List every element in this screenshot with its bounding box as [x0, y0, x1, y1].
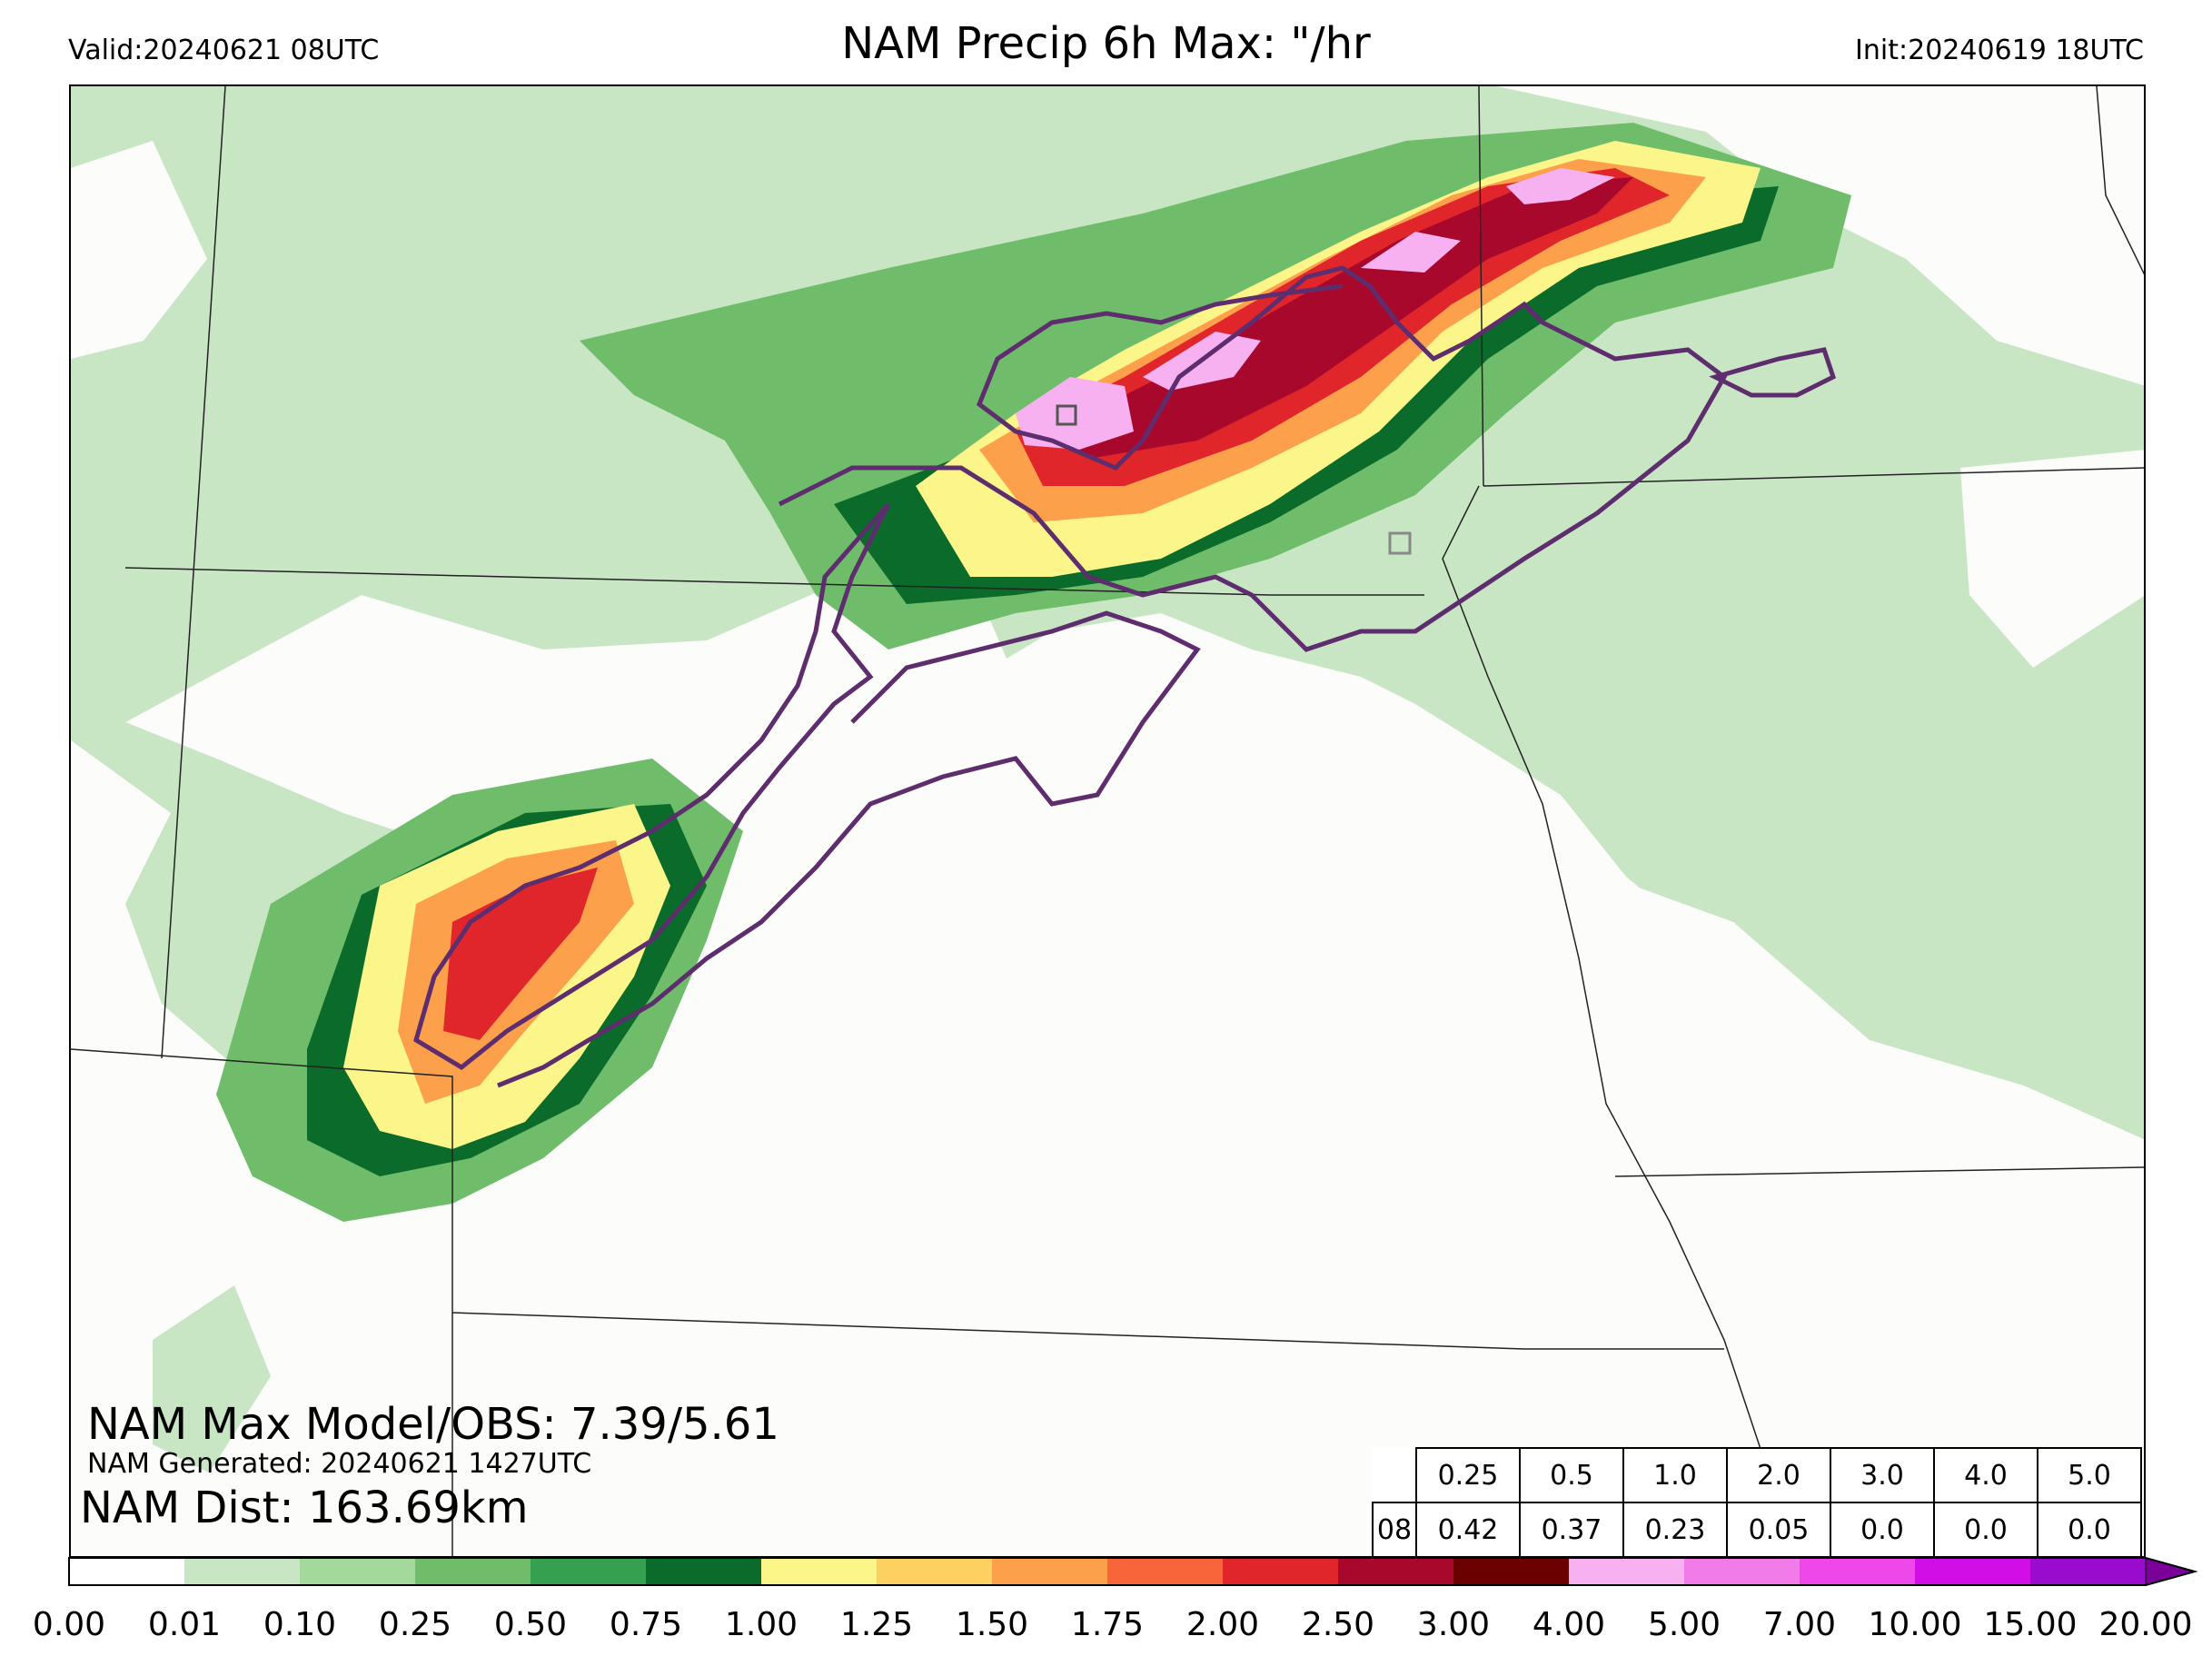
value-cell: 0.42: [1415, 1502, 1521, 1558]
value-cell: 0.05: [1726, 1502, 1831, 1558]
colorbar-tick-label: 1.75: [1070, 1606, 1145, 1643]
precip-map-svg: [71, 86, 2144, 1556]
colorbar-segment: [415, 1558, 531, 1585]
value-cell: 0.37: [1519, 1502, 1624, 1558]
value-cell: 0.23: [1622, 1502, 1728, 1558]
threshold-cell: 0.25: [1415, 1447, 1521, 1503]
precip-map: [69, 84, 2146, 1558]
colorbar-segment: [69, 1558, 185, 1585]
hour-cell: 08: [1372, 1502, 1417, 1558]
valid-time-label: Valid:20240621 08UTC: [68, 35, 380, 66]
threshold-cell: 1.0: [1622, 1447, 1728, 1503]
obs-marker: [1388, 531, 1412, 555]
colorbar-tick-label: 10.00: [1868, 1606, 1962, 1643]
max-model-obs-label: NAM Max Model/OBS: 7.39/5.61: [87, 1399, 779, 1450]
state-borders: [71, 86, 2144, 1556]
distance-label: NAM Dist: 163.69km: [80, 1483, 529, 1533]
colorbar-tick-label: 0.10: [263, 1606, 337, 1643]
threshold-value-row: 08 0.42 0.37 0.23 0.05 0.0 0.0 0.0: [1372, 1502, 2142, 1558]
colorbar-segment: [646, 1558, 762, 1585]
colorbar-segment: [1800, 1558, 1916, 1585]
colorbar-tick-label: 3.00: [1416, 1606, 1491, 1643]
colorbar-tick-label: 1.50: [955, 1606, 1029, 1643]
colorbar-tick-label: 0.25: [378, 1606, 452, 1643]
colorbar-segment: [877, 1558, 993, 1585]
colorbar-tick-label: 5.00: [1647, 1606, 1721, 1643]
obs-marker: [1056, 404, 1077, 426]
value-cell: 0.0: [2037, 1502, 2142, 1558]
value-cell: 0.0: [1933, 1502, 2038, 1558]
threshold-contour: [413, 265, 1837, 1088]
colorbar-tick-label: 2.00: [1185, 1606, 1260, 1643]
colorbar-segment: [184, 1558, 301, 1585]
colorbar-segment: [1338, 1558, 1454, 1585]
threshold-table: 0.25 0.5 1.0 2.0 3.0 4.0 5.0 08 0.42 0.3…: [1372, 1447, 2142, 1558]
colorbar-ticks: 0.00 0.01 0.10 0.25 0.50 0.75 1.00 1.25 1.50 1.75…: [0, 1606, 2212, 1651]
threshold-cell: 3.0: [1830, 1447, 1935, 1503]
colorbar-segment: [2030, 1558, 2147, 1585]
colorbar-segment: [1453, 1558, 1570, 1585]
colorbar-tick-label: 2.50: [1301, 1606, 1375, 1643]
colorbar: [68, 1557, 2198, 1586]
colorbar-tick-label: 20.00: [2098, 1606, 2193, 1643]
colorbar-extend-arrow: [2145, 1557, 2197, 1586]
colorbar-tick-label: 0.75: [609, 1606, 683, 1643]
threshold-cell: 4.0: [1933, 1447, 2038, 1503]
colorbar-tick-label: 7.00: [1762, 1606, 1837, 1643]
colorbar-segment: [1569, 1558, 1685, 1585]
threshold-cell: 5.0: [2037, 1447, 2142, 1503]
colorbar-segment: [300, 1558, 416, 1585]
generated-time-label: NAM Generated: 20240621 1427UTC: [87, 1448, 592, 1480]
value-cell: 0.0: [1830, 1502, 1935, 1558]
colorbar-segment: [992, 1558, 1108, 1585]
threshold-header-row: 0.25 0.5 1.0 2.0 3.0 4.0 5.0: [1373, 1447, 2142, 1503]
colorbar-segment: [531, 1558, 647, 1585]
threshold-cell: 0.5: [1519, 1447, 1624, 1503]
colorbar-tick-label: 4.00: [1532, 1606, 1606, 1643]
colorbar-frame: [68, 1557, 2198, 1586]
page-title: NAM Precip 6h Max: "/hr: [841, 18, 1371, 69]
colorbar-segment: [1915, 1558, 2031, 1585]
colorbar-tick-label: 1.25: [839, 1606, 914, 1643]
colorbar-segment: [1107, 1558, 1224, 1585]
table-corner: [1373, 1448, 1416, 1502]
colorbar-segment: [1223, 1558, 1339, 1585]
colorbar-tick-label: 0.00: [32, 1606, 106, 1643]
colorbar-tick-label: 0.01: [147, 1606, 222, 1643]
colorbar-tick-label: 0.50: [493, 1606, 568, 1643]
threshold-cell: 2.0: [1726, 1447, 1831, 1503]
precip-field-darkred: [1052, 177, 1633, 459]
init-time-label: Init:20240619 18UTC: [1855, 35, 2144, 66]
colorbar-segment: [1684, 1558, 1800, 1585]
colorbar-tick-label: 1.00: [724, 1606, 799, 1643]
colorbar-segment: [761, 1558, 878, 1585]
colorbar-tick-label: 15.00: [1983, 1606, 2078, 1643]
colorbar-svg: [68, 1557, 2198, 1586]
